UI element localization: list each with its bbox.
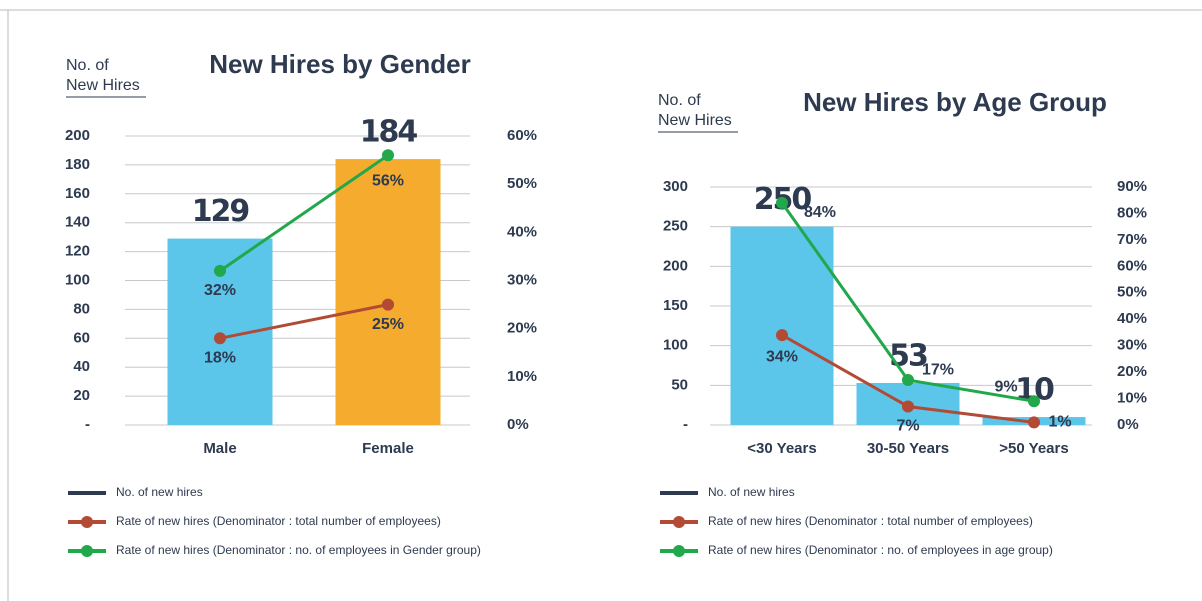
x-tick-label: >50 Years	[999, 440, 1068, 457]
y2-tick-label: 30%	[1117, 337, 1147, 354]
y2-tick-label: 30%	[507, 271, 537, 288]
point-value-label: 34%	[766, 348, 798, 365]
line-point	[1028, 416, 1040, 429]
point-value-label: 32%	[204, 282, 236, 299]
line-point	[214, 332, 226, 345]
y-tick-label: 140	[65, 214, 90, 231]
y-tick-label: 40	[73, 358, 90, 375]
y2-tick-label: 60%	[507, 127, 537, 144]
y-axis-label: No. of	[658, 92, 701, 109]
legend-label: Rate of new hires (Denominator : no. of …	[708, 543, 1053, 557]
line	[219, 154, 389, 273]
y-tick-label: -	[85, 416, 90, 433]
point-value-label: 1%	[1048, 414, 1071, 431]
y-tick-label: 180	[65, 156, 90, 173]
y2-tick-label: 0%	[507, 416, 529, 433]
y-tick-label: 80	[73, 300, 90, 317]
y2-tick-label: 60%	[1117, 257, 1147, 274]
y-tick-label: 300	[663, 178, 688, 195]
y-tick-label: -	[683, 416, 688, 433]
y-tick-label: 200	[65, 127, 90, 144]
bar-value-label: 53	[889, 338, 927, 373]
bar	[730, 226, 834, 425]
line-point	[214, 264, 226, 277]
y-tick-label: 50	[671, 376, 688, 393]
x-tick-label: 30-50 Years	[867, 440, 949, 457]
legend-label: Rate of new hires (Denominator : no. of …	[116, 543, 481, 557]
y2-tick-label: 10%	[1117, 390, 1147, 407]
legend-marker	[673, 516, 685, 528]
y2-tick-label: 50%	[507, 175, 537, 192]
y-tick-label: 250	[663, 218, 688, 235]
line-point	[902, 374, 914, 387]
legend-label: No. of new hires	[116, 485, 203, 499]
y-tick-label: 160	[65, 185, 90, 202]
y2-tick-label: 20%	[507, 320, 537, 337]
x-tick-label: Male	[203, 440, 236, 457]
y2-tick-label: 80%	[1117, 204, 1147, 221]
y2-tick-label: 0%	[1117, 416, 1139, 433]
legend-label: Rate of new hires (Denominator : total n…	[116, 514, 441, 528]
y-axis-label: New Hires	[66, 77, 140, 94]
bar	[335, 159, 441, 425]
chart-title: New Hires by Age Group	[803, 87, 1107, 117]
y-axis-label: New Hires	[658, 112, 732, 129]
legend-label: No. of new hires	[708, 485, 795, 499]
x-tick-label: <30 Years	[747, 440, 816, 457]
y2-tick-label: 10%	[507, 368, 537, 385]
legend-marker	[81, 545, 93, 557]
y-tick-label: 150	[663, 297, 688, 314]
y-axis-label: No. of	[66, 57, 109, 74]
point-value-label: 18%	[204, 350, 236, 367]
y2-tick-label: 40%	[507, 223, 537, 240]
legend-marker	[81, 516, 93, 528]
y-tick-label: 120	[65, 243, 90, 260]
legend-marker	[673, 545, 685, 557]
chart-title: New Hires by Gender	[209, 49, 471, 79]
point-value-label: 17%	[922, 361, 954, 378]
line-point	[902, 400, 914, 413]
bar-value-label: 184	[360, 115, 418, 150]
point-value-label: 25%	[372, 316, 404, 333]
x-tick-label: Female	[362, 440, 414, 457]
y-tick-label: 20	[73, 387, 90, 404]
y2-tick-label: 70%	[1117, 231, 1147, 248]
legend-label: Rate of new hires (Denominator : total n…	[708, 514, 1033, 528]
line-point	[1028, 395, 1040, 408]
y2-tick-label: 50%	[1117, 284, 1147, 301]
bar-value-label: 129	[192, 194, 249, 229]
point-value-label: 56%	[372, 172, 404, 189]
line-point	[776, 196, 788, 209]
y2-tick-label: 90%	[1117, 178, 1147, 195]
point-value-label: 7%	[896, 418, 919, 435]
y-tick-label: 100	[663, 337, 688, 354]
line-point	[776, 329, 788, 342]
line	[219, 303, 389, 340]
point-value-label: 9%	[994, 378, 1017, 395]
y-tick-label: 100	[65, 271, 90, 288]
y2-tick-label: 40%	[1117, 310, 1147, 327]
line-point	[382, 149, 394, 162]
line-point	[382, 298, 394, 311]
y2-tick-label: 20%	[1117, 363, 1147, 380]
y-tick-label: 60	[73, 329, 90, 346]
point-value-label: 84%	[804, 204, 836, 221]
y-tick-label: 200	[663, 257, 688, 274]
